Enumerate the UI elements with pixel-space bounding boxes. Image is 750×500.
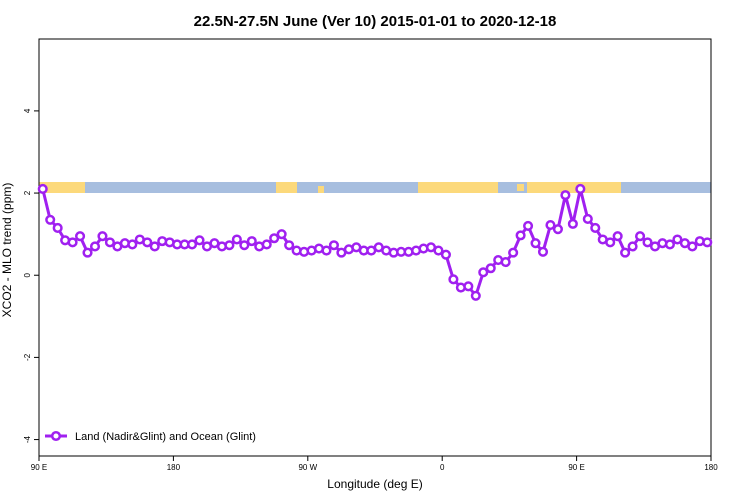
y-tick-label: -4 [23, 435, 32, 443]
x-tick-label: 0 [440, 463, 445, 472]
point [485, 263, 496, 274]
point [552, 224, 563, 235]
plot-frame [38, 38, 712, 457]
map-strip [39, 182, 711, 193]
point [67, 237, 78, 248]
point [523, 220, 534, 231]
land [517, 184, 524, 191]
point [560, 190, 571, 201]
point [328, 240, 339, 251]
land [276, 182, 297, 193]
legend-label: Land (Nadir&Glint) and Ocean (Glint) [75, 431, 256, 443]
point [500, 257, 511, 268]
point [75, 231, 86, 242]
point [433, 245, 444, 256]
point [605, 237, 616, 248]
point [567, 218, 578, 229]
x-axis-label: Longitude (deg E) [327, 477, 422, 491]
point [582, 213, 593, 224]
y-axis-label: XCO2 - MLO trend (ppm) [0, 183, 14, 318]
y-tick-label: 0 [23, 272, 32, 277]
point [82, 247, 93, 258]
point [642, 237, 653, 248]
point [530, 238, 541, 249]
point [545, 220, 556, 231]
point [187, 239, 198, 250]
land [527, 182, 621, 193]
point [97, 231, 108, 242]
point [149, 241, 160, 252]
point [478, 267, 489, 278]
point [635, 231, 646, 242]
point [52, 222, 63, 234]
point [448, 274, 459, 285]
point [664, 239, 675, 250]
point [142, 237, 153, 248]
y-tick-label: 4 [23, 108, 32, 113]
point [702, 237, 713, 248]
chart-title: 22.5N-27.5N June (Ver 10) 2015-01-01 to … [194, 13, 557, 30]
point [590, 222, 601, 234]
point [89, 241, 101, 252]
point [620, 247, 631, 258]
point [687, 241, 698, 252]
point [246, 236, 257, 247]
point [537, 246, 549, 257]
point [194, 235, 205, 246]
point [127, 239, 138, 250]
point [672, 234, 683, 245]
point [321, 245, 332, 256]
point [269, 233, 280, 244]
x-tick-label: 90 W [298, 463, 317, 472]
point [508, 247, 519, 258]
y-tick-label: 2 [23, 190, 32, 195]
land [39, 182, 85, 193]
point [284, 240, 295, 251]
point [463, 281, 474, 292]
legend-marker [50, 430, 62, 442]
point [627, 241, 638, 252]
x-tick-label: 180 [167, 463, 181, 472]
point [612, 231, 623, 242]
ocean [39, 182, 711, 193]
point [276, 229, 287, 240]
x-tick-label: 90 E [31, 463, 47, 472]
y-tick-label: -2 [23, 353, 32, 361]
point [239, 240, 250, 251]
point [224, 240, 235, 251]
point [37, 183, 48, 195]
land [318, 186, 324, 193]
land [418, 182, 498, 193]
x-tick-label: 180 [704, 463, 718, 472]
point [440, 249, 451, 260]
point [231, 234, 242, 245]
point [575, 183, 586, 195]
point [515, 230, 526, 241]
point [104, 237, 115, 248]
point [45, 214, 56, 225]
point [261, 239, 272, 250]
point [470, 290, 481, 301]
x-tick-label: 90 E [568, 463, 584, 472]
